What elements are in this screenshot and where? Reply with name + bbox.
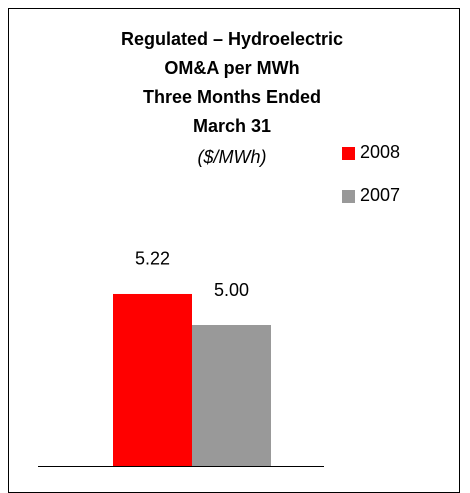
legend-swatch (342, 147, 355, 160)
bar (192, 325, 271, 466)
chart-subtitle: ($/MWh) (198, 147, 267, 167)
legend-swatch (342, 190, 355, 203)
bar (113, 293, 192, 466)
chart-title: March 31 (193, 116, 271, 136)
data-label: 5.22 (135, 249, 170, 269)
chart-title: Regulated – Hydroelectric (121, 29, 343, 49)
chart-title: OM&A per MWh (164, 58, 299, 78)
legend-label: 2008 (360, 142, 400, 162)
legend-label: 2007 (360, 185, 400, 205)
data-label: 5.00 (214, 280, 249, 300)
chart-title: Three Months Ended (143, 87, 321, 107)
